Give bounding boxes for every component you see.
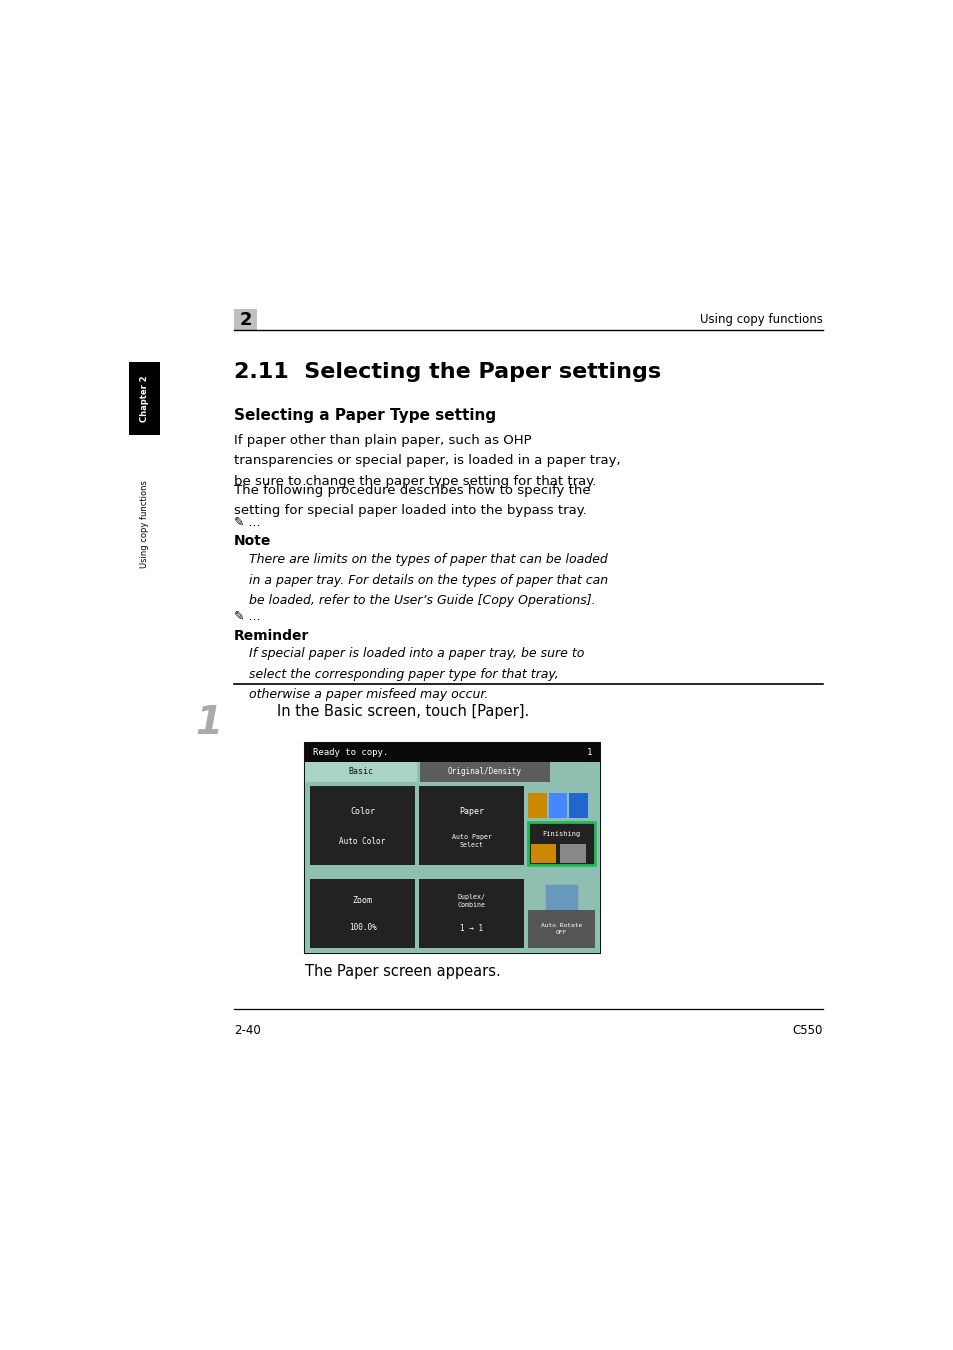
- Bar: [528, 822, 595, 864]
- Bar: [528, 910, 595, 948]
- Text: transparencies or special paper, is loaded in a paper tray,: transparencies or special paper, is load…: [233, 454, 619, 467]
- Text: Duplex/
Combine: Duplex/ Combine: [457, 894, 485, 907]
- Text: If paper other than plain paper, such as OHP: If paper other than plain paper, such as…: [233, 433, 531, 447]
- Text: There are limits on the types of paper that can be loaded: There are limits on the types of paper t…: [249, 554, 608, 566]
- Text: Zoom: Zoom: [353, 896, 373, 906]
- Text: 2: 2: [239, 310, 252, 329]
- Text: ✎ ...: ✎ ...: [233, 516, 260, 529]
- Text: in a paper tray. For details on the types of paper that can: in a paper tray. For details on the type…: [249, 574, 608, 586]
- Bar: [310, 787, 415, 864]
- Text: Color: Color: [350, 807, 375, 815]
- Text: 1: 1: [586, 748, 592, 757]
- Text: Reminder: Reminder: [233, 629, 309, 643]
- Bar: [305, 744, 599, 953]
- Bar: [418, 787, 524, 864]
- Bar: [568, 792, 587, 818]
- Text: The Paper screen appears.: The Paper screen appears.: [305, 964, 500, 979]
- Text: Using copy functions: Using copy functions: [139, 481, 149, 568]
- Bar: [420, 761, 549, 782]
- Text: 100.0%: 100.0%: [348, 923, 376, 932]
- Bar: [548, 792, 567, 818]
- Text: Paper: Paper: [458, 807, 484, 815]
- Text: be loaded, refer to the User’s Guide [Copy Operations].: be loaded, refer to the User’s Guide [Co…: [249, 594, 596, 608]
- Text: The following procedure describes how to specify the: The following procedure describes how to…: [233, 483, 590, 497]
- Text: otherwise a paper misfeed may occur.: otherwise a paper misfeed may occur.: [249, 688, 488, 701]
- Text: C550: C550: [792, 1025, 822, 1037]
- Bar: [129, 362, 159, 435]
- Bar: [305, 744, 599, 761]
- Text: Using copy functions: Using copy functions: [700, 313, 822, 327]
- Text: Original/Density: Original/Density: [448, 767, 521, 776]
- Text: ✎ ...: ✎ ...: [233, 610, 260, 624]
- Bar: [530, 844, 556, 863]
- Text: Basic: Basic: [349, 767, 374, 776]
- Text: Selecting a Paper Type setting: Selecting a Paper Type setting: [233, 409, 496, 424]
- Text: In the Basic screen, touch [Paper].: In the Basic screen, touch [Paper].: [276, 705, 528, 720]
- Text: setting for special paper loaded into the bypass tray.: setting for special paper loaded into th…: [233, 505, 586, 517]
- Text: Ready to copy.: Ready to copy.: [313, 748, 388, 757]
- Bar: [233, 309, 257, 331]
- Bar: [305, 761, 416, 782]
- Text: Chapter 2: Chapter 2: [139, 375, 149, 423]
- Text: Note: Note: [233, 533, 271, 548]
- Text: Auto Color: Auto Color: [339, 837, 385, 845]
- Text: 1: 1: [195, 705, 222, 743]
- Text: 2-40: 2-40: [233, 1025, 260, 1037]
- Bar: [310, 879, 415, 948]
- Bar: [528, 792, 546, 818]
- Text: Finishing: Finishing: [542, 830, 580, 837]
- Bar: [305, 761, 599, 953]
- Text: Auto Rotate
OFF: Auto Rotate OFF: [540, 923, 581, 934]
- Text: be sure to change the paper type setting for that tray.: be sure to change the paper type setting…: [233, 475, 596, 487]
- Text: If special paper is loaded into a paper tray, be sure to: If special paper is loaded into a paper …: [249, 647, 584, 660]
- Bar: [559, 844, 585, 863]
- Text: 2.11  Selecting the Paper settings: 2.11 Selecting the Paper settings: [233, 362, 660, 382]
- Bar: [418, 879, 524, 948]
- Bar: [544, 884, 578, 913]
- Text: select the corresponding paper type for that tray,: select the corresponding paper type for …: [249, 667, 558, 680]
- Text: Auto Paper
Select: Auto Paper Select: [452, 834, 491, 848]
- Text: 1 → 1: 1 → 1: [459, 925, 483, 933]
